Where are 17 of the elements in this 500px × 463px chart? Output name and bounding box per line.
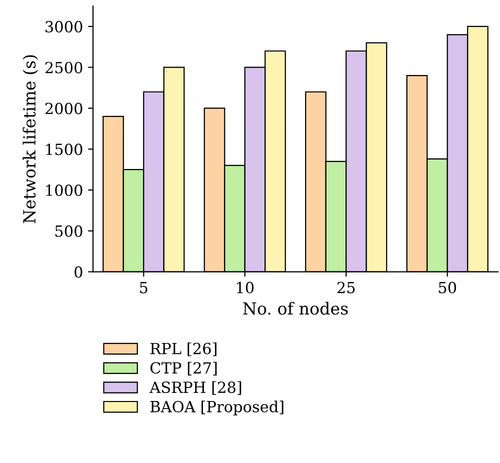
y-tick-label: 2500	[45, 62, 82, 74]
x-tick-label: 5	[140, 282, 148, 294]
y-tick-label: 2000	[45, 102, 82, 114]
y-tick-label: 1500	[46, 144, 82, 156]
legend-label: RPL [26]	[150, 342, 216, 356]
legend-label: ASRPH [28]	[149, 381, 242, 395]
y-tick-label: 500	[55, 225, 82, 237]
legend-label: CTP [27]	[150, 362, 217, 376]
x-tick-label: 50	[438, 282, 456, 294]
legend-label: BAOA [Proposed]	[150, 400, 284, 416]
x-axis-title: No. of nodes	[243, 302, 348, 315]
x-tick-label: 10	[237, 282, 254, 294]
y-tick-label: 0	[74, 266, 82, 278]
x-tick-label: 25	[337, 282, 355, 294]
y-tick-label: 3000	[46, 20, 82, 32]
y-tick-label: 1000	[46, 184, 82, 196]
y-axis-title: Network lifetime (s)	[22, 55, 38, 224]
